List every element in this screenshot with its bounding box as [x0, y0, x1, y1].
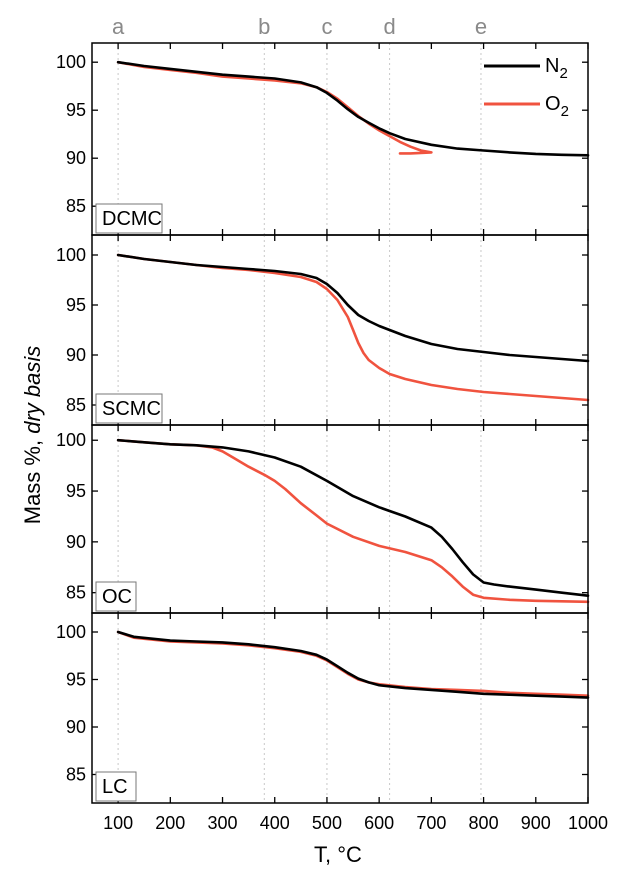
y-tick-label: 95 [66, 100, 86, 120]
panel-oc: 85 90 95 100 OC [56, 424, 590, 614]
panel-frame [91, 42, 589, 236]
x-tick-label: 700 [416, 813, 446, 833]
x-tick-label: 900 [521, 813, 551, 833]
x-tick-label: 300 [208, 813, 238, 833]
series-line-n2 [116, 253, 590, 363]
marker-label: b [258, 14, 270, 39]
panel-label-box [95, 203, 163, 234]
panel-dcmc: 85 90 95 100 DCMC [56, 42, 590, 236]
marker-letters: a b c d e [112, 14, 487, 39]
x-tick-label: 400 [260, 813, 290, 833]
y-tick-label: 90 [66, 148, 86, 168]
legend-label: N2 [545, 55, 568, 82]
y-tick-label: 95 [66, 295, 86, 315]
legend-entry: O2 [484, 93, 569, 120]
y-tick-label: 90 [66, 532, 86, 552]
legend-label: O2 [545, 93, 569, 120]
y-tick-label: 100 [56, 430, 86, 450]
x-axis-label: T, °C [314, 842, 362, 867]
panel-label: LC [95, 771, 137, 802]
y-tick-label: 100 [56, 52, 86, 72]
y-tick-label: 90 [66, 345, 86, 365]
x-tick-label: 200 [155, 813, 185, 833]
panel-frame [91, 424, 589, 614]
marker-label: d [383, 14, 395, 39]
marker-label: e [475, 14, 487, 39]
panel-lc: 85 90 95 100 LC [56, 612, 590, 804]
y-tick-label: 85 [66, 765, 86, 785]
panel-label-box [95, 393, 163, 424]
series-line-o2 [116, 253, 590, 402]
x-tick-label: 800 [469, 813, 499, 833]
y-tick-label: 95 [66, 670, 86, 690]
series-line-n2 [116, 438, 590, 597]
y-axis-label-italic: dry basis [20, 346, 45, 434]
series-line-o2 [116, 60, 433, 155]
y-axis-label-main: Mass %, [20, 434, 45, 524]
y-tick-label: 100 [56, 622, 86, 642]
y-axis-label: Mass %, dry basis [20, 346, 45, 525]
x-tick-label: 500 [312, 813, 342, 833]
panel-label-box [95, 771, 137, 802]
legend-entry: N2 [484, 55, 568, 82]
y-tick-label: 85 [66, 196, 86, 216]
y-tick-label: 85 [66, 395, 86, 415]
panel-frame [91, 612, 589, 804]
y-tick-label: 100 [56, 245, 86, 265]
panel-label-text: LC [102, 776, 128, 798]
x-tick-label: 100 [103, 813, 133, 833]
panel-label: OC [95, 581, 137, 612]
legend-label-sub: 2 [561, 103, 569, 120]
marker-label: c [321, 14, 332, 39]
panel-label: SCMC [95, 393, 163, 424]
panel-frame [91, 234, 589, 426]
series-line-n2 [116, 60, 590, 157]
panel-label: DCMC [95, 203, 163, 234]
y-tick-label: 85 [66, 583, 86, 603]
panels: 85 90 95 100 DCMC 85 90 95 100 SCMC 85 90 95 100 OC 85 9… [56, 42, 590, 804]
series-line-o2 [116, 438, 590, 604]
panel-label-text: OC [102, 586, 132, 608]
y-tick-label: 90 [66, 717, 86, 737]
panel-label-text: SCMC [102, 398, 161, 420]
x-tick-label: 600 [364, 813, 394, 833]
panel-label-text: DCMC [102, 208, 162, 230]
series-line-n2 [116, 630, 590, 699]
legend-label-sub: 2 [559, 65, 567, 82]
x-tick-label: 1000 [568, 813, 608, 833]
panel-scmc: 85 90 95 100 SCMC [56, 234, 590, 426]
legend-label-base: O [545, 93, 561, 115]
y-tick-label: 95 [66, 481, 86, 501]
x-tick-labels: 100 200 300 400 500 600 700 800 900 1000 [103, 813, 608, 833]
marker-label: a [112, 14, 125, 39]
panel-label-box [95, 581, 137, 612]
legend-label-base: N [545, 55, 559, 77]
